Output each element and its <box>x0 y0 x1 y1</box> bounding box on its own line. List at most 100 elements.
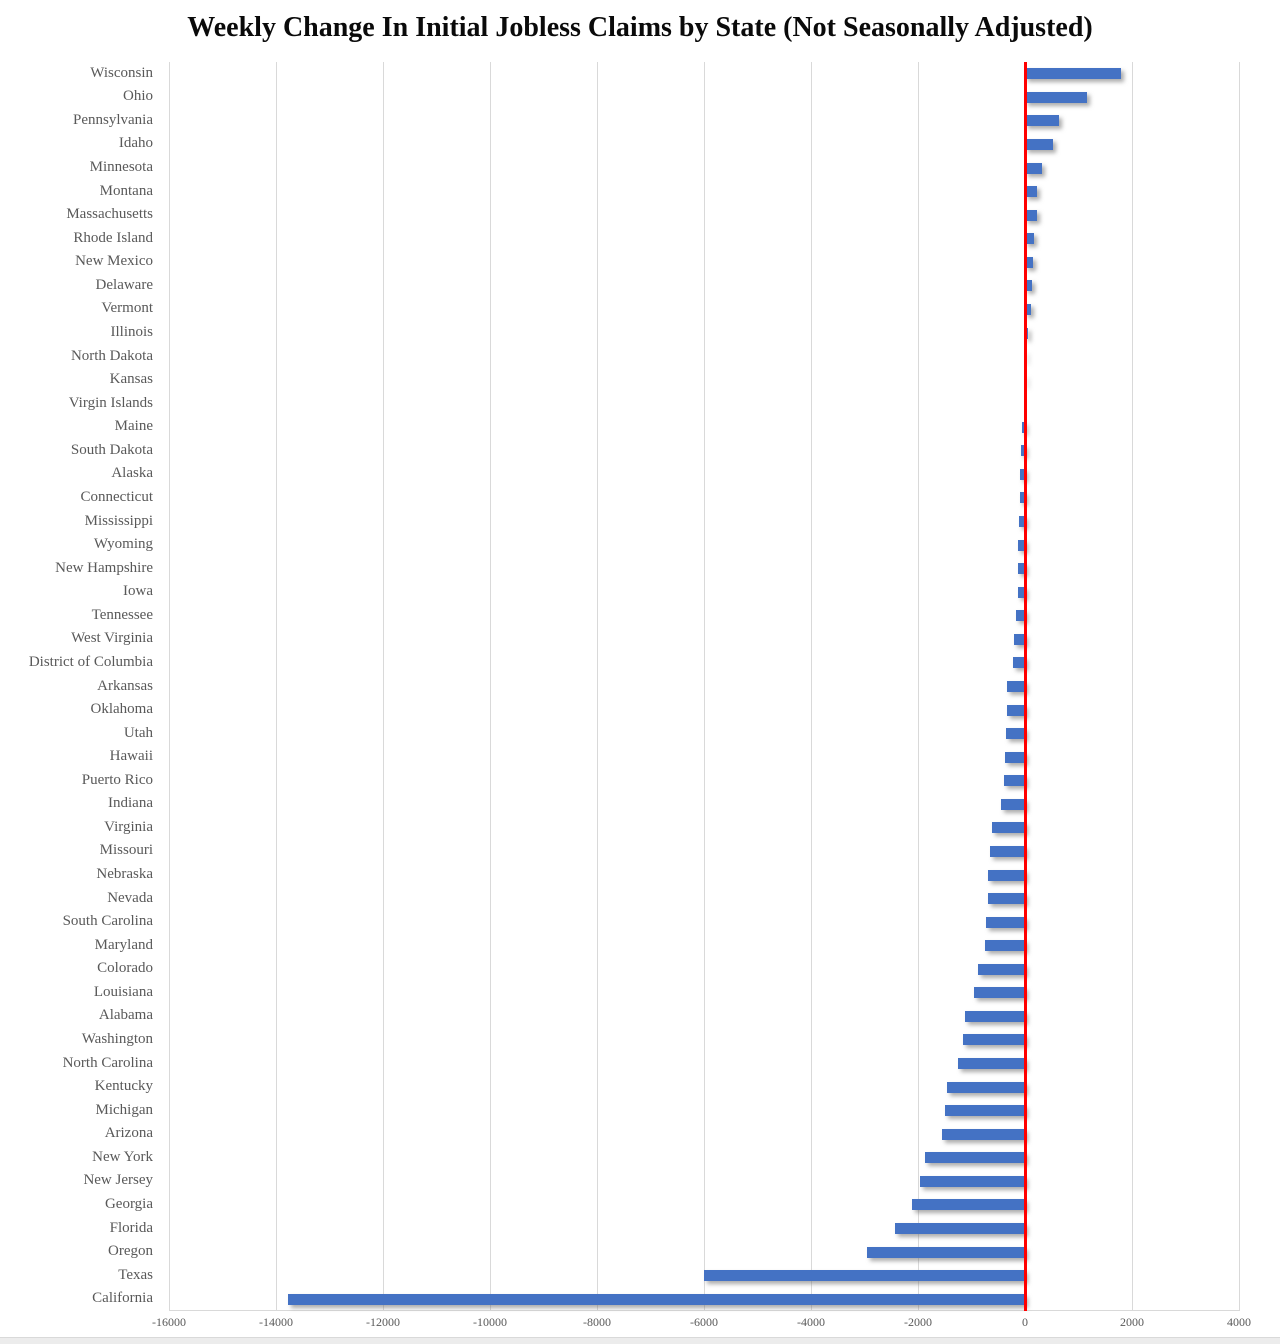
category-label-arkansas: Arkansas <box>97 677 153 694</box>
category-label-iowa: Iowa <box>123 583 153 600</box>
category-axis: Wisconsin Ohio Pennsylvania Idaho Minnesota M… <box>0 62 153 1311</box>
bar-kentucky <box>946 1081 1025 1093</box>
x-tick-label: -8000 <box>583 1315 611 1329</box>
x-tick-label: -16000 <box>152 1315 186 1329</box>
bottom-edge-strip <box>0 1337 1280 1344</box>
bar-wisconsin <box>1025 68 1122 80</box>
bar-alaska <box>1020 468 1025 480</box>
bar-colorado <box>977 963 1025 975</box>
x-tick-label: -2000 <box>904 1315 932 1329</box>
bar-michigan <box>945 1105 1025 1117</box>
bar-utah <box>1006 728 1025 740</box>
category-label-ohio: Ohio <box>123 88 153 105</box>
bar-new-mexico <box>1025 256 1034 268</box>
category-label-district-of-columbia: District of Columbia <box>28 654 153 671</box>
category-label-south-carolina: South Carolina <box>62 913 153 930</box>
category-label-wisconsin: Wisconsin <box>90 64 153 81</box>
category-label-massachusetts: Massachusetts <box>66 206 153 223</box>
bar-massachusetts <box>1025 209 1037 221</box>
x-tick-label: 0 <box>1022 1315 1028 1329</box>
bar-washington <box>962 1034 1025 1046</box>
category-label-michigan: Michigan <box>95 1101 154 1118</box>
bar-california <box>288 1293 1025 1305</box>
bar-texas <box>704 1270 1025 1282</box>
bar-pennsylvania <box>1025 115 1060 127</box>
gridline--2000 <box>917 62 919 1311</box>
plot-area <box>168 62 1240 1311</box>
category-label-louisiana: Louisiana <box>93 984 153 1001</box>
bar-florida <box>894 1223 1025 1235</box>
category-label-kentucky: Kentucky <box>94 1078 153 1095</box>
gridline--16000 <box>168 62 170 1311</box>
category-label-alaska: Alaska <box>111 465 153 482</box>
bar-missouri <box>989 845 1025 857</box>
category-label-hawaii: Hawaii <box>109 748 153 765</box>
bar-arizona <box>941 1128 1025 1140</box>
category-label-washington: Washington <box>81 1031 153 1048</box>
category-label-pennsylvania: Pennsylvania <box>73 112 153 129</box>
zero-reference-line <box>1023 62 1027 1311</box>
bar-connecticut <box>1019 492 1025 504</box>
category-label-oklahoma: Oklahoma <box>90 701 153 718</box>
bar-georgia <box>911 1199 1025 1211</box>
bar-west-virginia <box>1014 633 1025 645</box>
bar-south-dakota <box>1020 445 1025 457</box>
bar-arkansas <box>1006 681 1025 692</box>
category-label-mississippi: Mississippi <box>84 512 153 529</box>
category-label-new-jersey: New Jersey <box>83 1172 153 1189</box>
category-label-texas: Texas <box>118 1266 153 1283</box>
chart-title: Weekly Change In Initial Jobless Claims … <box>187 12 1093 43</box>
category-label-connecticut: Connecticut <box>80 489 153 506</box>
bar-maine <box>1021 421 1025 433</box>
bar-wyoming <box>1018 539 1025 551</box>
category-label-tennessee: Tennessee <box>91 606 153 623</box>
x-tick-label: 2000 <box>1120 1315 1144 1329</box>
bar-maryland <box>985 940 1025 952</box>
category-label-nevada: Nevada <box>107 889 153 906</box>
category-label-oregon: Oregon <box>108 1243 153 1260</box>
category-label-puerto-rico: Puerto Rico <box>81 771 153 788</box>
bar-new-hampshire <box>1018 563 1025 575</box>
bar-minnesota <box>1025 162 1042 174</box>
bar-tennessee <box>1016 610 1025 622</box>
bar-hawaii <box>1005 751 1025 763</box>
bar-delaware <box>1025 280 1032 292</box>
category-label-west-virginia: West Virginia <box>71 630 153 647</box>
bar-north-carolina <box>958 1058 1025 1070</box>
bar-new-york <box>925 1152 1025 1164</box>
bar-nebraska <box>988 869 1025 881</box>
bar-iowa <box>1017 586 1025 598</box>
category-label-illinois: Illinois <box>110 324 153 341</box>
category-label-rhode-island: Rhode Island <box>73 229 153 246</box>
x-tick-label: -4000 <box>797 1315 825 1329</box>
x-tick-label: -12000 <box>366 1315 400 1329</box>
category-label-virgin-islands: Virgin Islands <box>68 394 153 411</box>
category-label-idaho: Idaho <box>118 135 153 152</box>
gridline-4000 <box>1238 62 1240 1311</box>
bar-nevada <box>987 893 1025 905</box>
category-label-kansas: Kansas <box>109 371 153 388</box>
category-label-new-mexico: New Mexico <box>75 253 153 270</box>
x-tick-label: 4000 <box>1227 1315 1251 1329</box>
gridline--6000 <box>703 62 705 1311</box>
category-label-colorado: Colorado <box>97 960 153 977</box>
bar-indiana <box>1000 798 1025 810</box>
gridline--4000 <box>810 62 812 1311</box>
gridline-2000 <box>1131 62 1133 1311</box>
x-tick-label: -6000 <box>690 1315 718 1329</box>
category-label-south-dakota: South Dakota <box>70 442 153 459</box>
bar-idaho <box>1025 138 1054 150</box>
value-axis: -16000 -14000 -12000 -10000 -8000 -6000 -4000 -… <box>152 1315 1251 1334</box>
bar-louisiana <box>974 987 1025 999</box>
bar-virginia <box>991 822 1025 834</box>
bar-new-jersey <box>919 1175 1025 1187</box>
bar-puerto-rico <box>1004 775 1025 787</box>
x-tick-label: -14000 <box>259 1315 293 1329</box>
bar-south-carolina <box>985 916 1025 928</box>
category-label-arizona: Arizona <box>104 1125 153 1142</box>
category-label-north-carolina: North Carolina <box>62 1054 153 1071</box>
category-label-maryland: Maryland <box>94 936 153 953</box>
bar-montana <box>1025 186 1038 198</box>
category-label-utah: Utah <box>123 724 153 741</box>
